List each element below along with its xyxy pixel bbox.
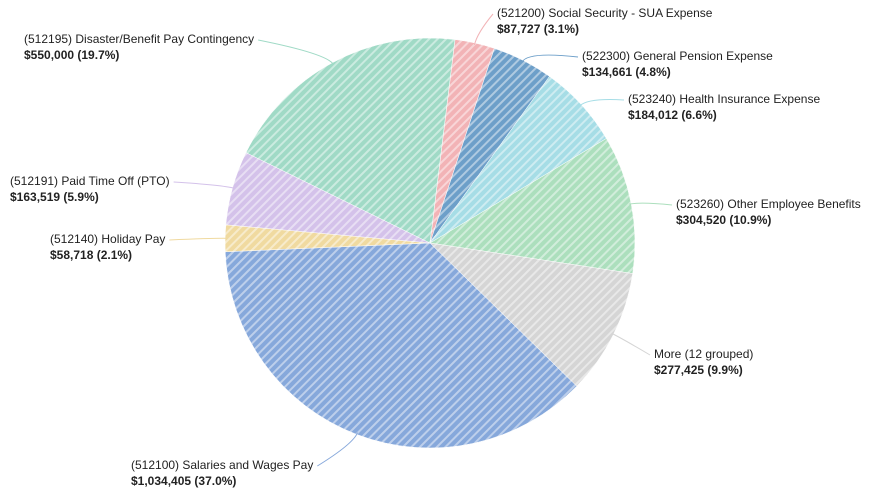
- slice-label: (512195) Disaster/Benefit Pay Contingenc…: [24, 32, 254, 46]
- leader-line: [258, 39, 334, 65]
- slice-label: (523260) Other Employee Benefits: [676, 197, 861, 211]
- leader-line: [473, 13, 494, 46]
- leader-line: [579, 99, 625, 107]
- slice-value-label: $58,718 (2.1%): [50, 248, 132, 262]
- slice-label: (512191) Paid Time Off (PTO): [10, 174, 170, 188]
- slice-value-label: $304,520 (10.9%): [676, 213, 771, 227]
- slice-value-label: $277,425 (9.9%): [654, 363, 743, 377]
- leader-line: [611, 332, 651, 356]
- leader-line: [317, 432, 358, 467]
- slice-label: (523240) Health Insurance Expense: [628, 92, 820, 106]
- slice-value-label: $184,012 (6.6%): [628, 108, 717, 122]
- leader-line: [173, 181, 235, 189]
- slice-value-label: $550,000 (19.7%): [24, 48, 119, 62]
- slice-label: (522300) General Pension Expense: [582, 49, 773, 63]
- slice-value-label: $163,519 (5.9%): [10, 190, 99, 204]
- slice-value-label: $134,661 (4.8%): [582, 65, 671, 79]
- leader-line: [169, 237, 228, 241]
- slice-value-label: $87,727 (3.1%): [497, 22, 579, 36]
- slice-label: (512100) Salaries and Wages Pay: [131, 458, 313, 472]
- hatch-overlay: [225, 38, 635, 448]
- leader-line: [629, 202, 673, 206]
- slice-value-label: $1,034,405 (37.0%): [131, 474, 236, 488]
- slice-label: More (12 grouped): [654, 347, 753, 361]
- leader-line: [521, 54, 579, 63]
- slice-label: (512140) Holiday Pay: [50, 232, 165, 246]
- slice-label: (521200) Social Security - SUA Expense: [497, 6, 713, 20]
- labels: (521200) Social Security - SUA Expense $8…: [10, 6, 861, 488]
